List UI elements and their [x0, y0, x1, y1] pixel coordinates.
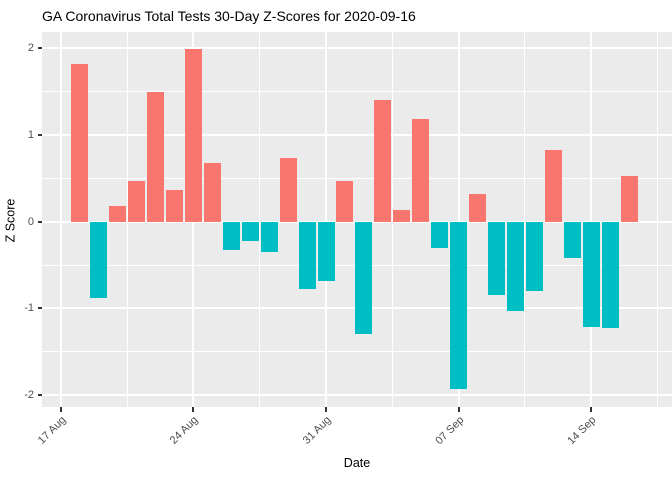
x-tick-mark	[59, 407, 62, 412]
gridline-major-vertical	[325, 32, 327, 407]
gridline-major-vertical	[59, 32, 62, 407]
y-tick-mark	[37, 134, 42, 137]
bar	[488, 221, 506, 296]
bar	[128, 180, 145, 222]
bar	[109, 206, 127, 222]
chart-title: GA Coronavirus Total Tests 30-Day Z-Scor…	[42, 8, 416, 24]
x-tick-mark	[457, 407, 460, 412]
gridline-minor-vertical	[259, 32, 261, 407]
x-axis-title: Date	[343, 456, 371, 470]
bar	[525, 221, 543, 291]
y-axis-title: Z Score	[3, 198, 18, 243]
bar	[582, 221, 600, 328]
bar	[279, 157, 297, 222]
gridline-major-horizontal	[42, 134, 672, 137]
bar	[336, 180, 354, 222]
bar	[412, 118, 430, 222]
x-tick-mark	[325, 407, 327, 412]
bar	[355, 221, 373, 335]
bar	[71, 63, 89, 222]
bar	[374, 100, 392, 222]
gridline-minor-vertical	[657, 32, 659, 407]
bar	[544, 149, 562, 222]
y-tick-label: 2	[27, 42, 34, 55]
bar	[203, 162, 221, 222]
bar	[146, 91, 164, 222]
y-tick-mark	[37, 220, 42, 223]
bar	[431, 221, 449, 248]
x-tick-mark	[590, 407, 593, 412]
y-tick-label: 1	[27, 129, 34, 142]
bar	[393, 209, 411, 222]
gridline-major-horizontal	[42, 47, 672, 50]
y-tick-label: -2	[24, 389, 34, 401]
gridline-major-horizontal	[42, 394, 672, 396]
y-tick-label: -1	[24, 302, 34, 315]
gridline-minor-vertical	[524, 32, 526, 407]
bar	[222, 221, 240, 251]
gridline-minor-horizontal	[42, 351, 672, 353]
y-tick-mark	[37, 394, 42, 396]
plot-panel	[42, 32, 672, 407]
gridline-minor-horizontal	[42, 177, 672, 179]
y-tick-mark	[37, 47, 42, 50]
bar	[298, 221, 316, 290]
y-tick-mark	[37, 307, 42, 310]
gridline-minor-vertical	[391, 32, 393, 407]
bar	[469, 193, 487, 222]
bar	[507, 221, 524, 311]
gridline-minor-horizontal	[42, 91, 672, 93]
bar	[90, 221, 108, 298]
y-tick-label: 0	[27, 215, 34, 228]
bar	[450, 221, 468, 389]
gridline-major-vertical	[457, 32, 460, 407]
bar	[184, 49, 202, 222]
bar	[165, 189, 183, 222]
gridline-major-vertical	[590, 32, 593, 407]
bar	[620, 175, 638, 222]
bar	[317, 221, 335, 282]
bar	[563, 221, 581, 259]
bar	[241, 221, 259, 241]
x-tick-mark	[192, 407, 195, 412]
gridline-minor-vertical	[126, 32, 128, 407]
bar	[260, 221, 278, 252]
bar	[601, 221, 619, 329]
